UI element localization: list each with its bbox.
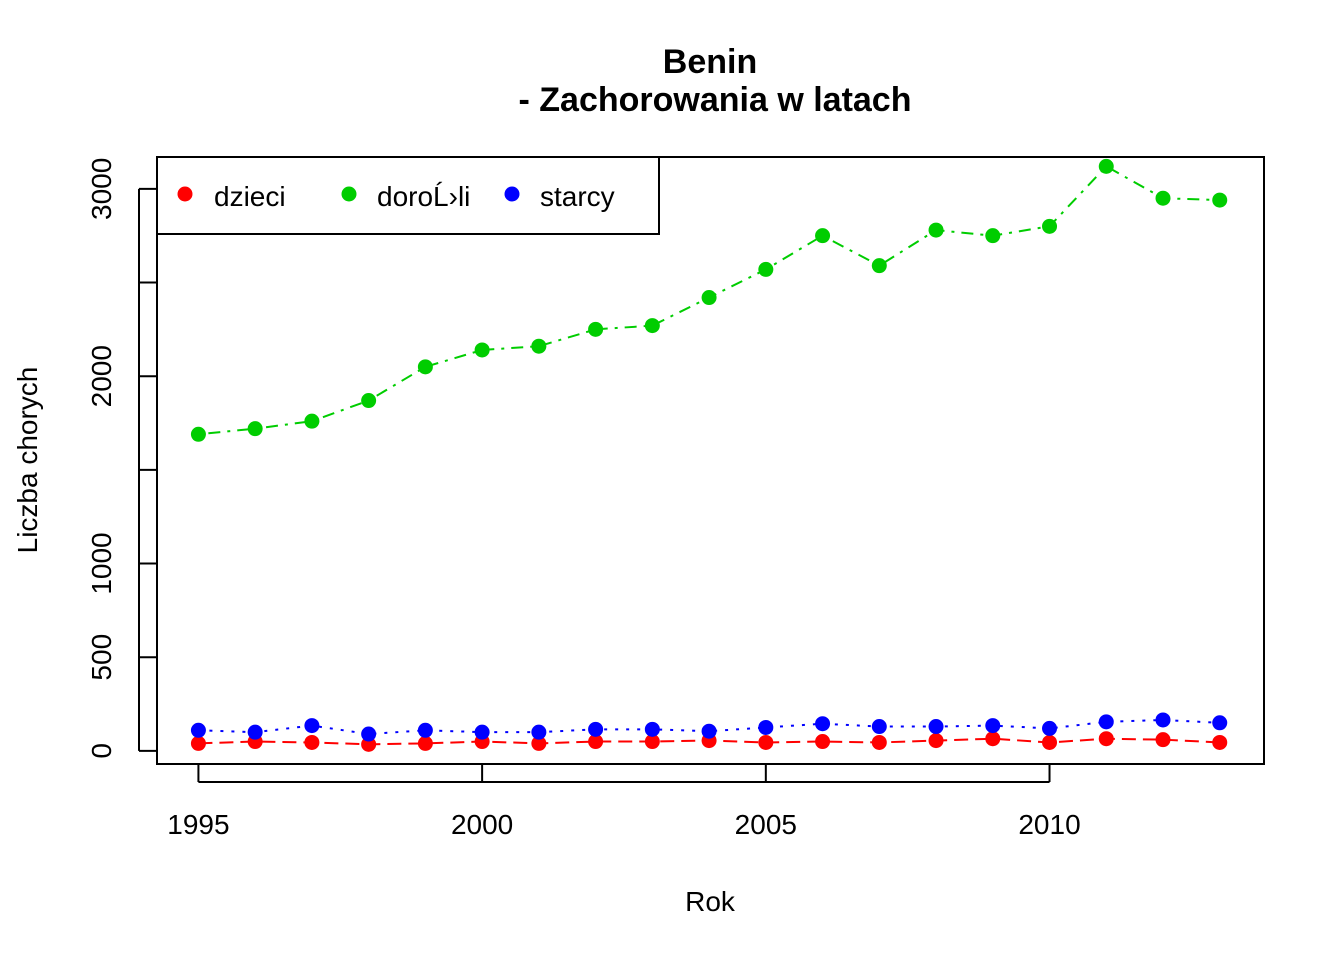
legend-box	[156, 156, 660, 235]
series-starcy	[190, 712, 1228, 742]
data-point	[928, 719, 944, 735]
data-point	[1155, 190, 1171, 206]
plot-frame	[156, 156, 1265, 765]
chart-title: Benin	[663, 43, 757, 81]
data-point	[1212, 734, 1228, 750]
data-point	[417, 359, 433, 375]
legend-marker	[177, 186, 193, 202]
y-axis: 0 500 1000 2000 3000	[86, 158, 157, 759]
data-point	[1212, 715, 1228, 731]
data-point	[758, 734, 774, 750]
legend: dzieci doroĹ›li starcy	[156, 156, 660, 235]
data-point	[1212, 192, 1228, 208]
data-point	[758, 261, 774, 277]
data-point	[1155, 732, 1171, 748]
data-point	[247, 724, 263, 740]
data-point	[304, 413, 320, 429]
data-point	[1042, 734, 1058, 750]
y-tick-label: 500	[86, 634, 117, 681]
data-point	[190, 735, 206, 751]
x-tick-label: 2010	[1018, 809, 1080, 840]
data-point	[474, 342, 490, 358]
data-point	[1042, 720, 1058, 736]
data-point	[1098, 158, 1114, 174]
data-point	[1098, 731, 1114, 747]
data-point	[701, 723, 717, 739]
data-point	[588, 734, 604, 750]
data-point	[701, 290, 717, 306]
data-point	[815, 716, 831, 732]
y-tick-label: 1000	[86, 532, 117, 594]
data-point	[815, 734, 831, 750]
data-point	[588, 721, 604, 737]
y-tick-label: 2000	[86, 345, 117, 407]
data-point	[588, 321, 604, 337]
data-point	[985, 228, 1001, 244]
data-point	[928, 733, 944, 749]
y-axis-label: Liczba chorych	[12, 367, 43, 554]
data-point	[361, 726, 377, 742]
data-point	[758, 719, 774, 735]
x-tick-label: 1995	[167, 809, 229, 840]
data-point	[1098, 714, 1114, 730]
legend-marker	[341, 186, 357, 202]
data-point	[247, 421, 263, 437]
data-point	[361, 736, 377, 752]
x-axis: 1995 2000 2005 2010	[167, 764, 1081, 840]
x-tick-label: 2005	[735, 809, 797, 840]
y-tick-label: 3000	[86, 158, 117, 220]
data-point	[644, 734, 660, 750]
chart-subtitle: - Zachorowania w latach	[519, 81, 912, 119]
data-point	[190, 426, 206, 442]
data-point	[644, 318, 660, 334]
y-tick-label: 0	[86, 743, 117, 759]
data-point	[985, 718, 1001, 734]
x-tick-label: 2000	[451, 809, 513, 840]
data-point	[1042, 218, 1058, 234]
x-axis-label: Rok	[685, 886, 736, 917]
series-layer	[190, 158, 1228, 752]
series-doroli	[190, 158, 1228, 442]
data-point	[304, 718, 320, 734]
data-point	[417, 722, 433, 738]
data-point	[531, 338, 547, 354]
legend-label: dzieci	[214, 181, 286, 212]
legend-label: starcy	[540, 181, 615, 212]
data-point	[871, 734, 887, 750]
data-point	[871, 719, 887, 735]
data-point	[928, 222, 944, 238]
legend-marker	[504, 186, 520, 202]
data-point	[1155, 712, 1171, 728]
data-point	[474, 724, 490, 740]
data-point	[531, 735, 547, 751]
data-point	[190, 722, 206, 738]
data-point	[531, 724, 547, 740]
data-point	[644, 721, 660, 737]
data-point	[871, 258, 887, 274]
data-point	[815, 228, 831, 244]
legend-label: doroĹ›li	[377, 181, 470, 212]
data-point	[985, 731, 1001, 747]
data-point	[361, 393, 377, 409]
data-point	[417, 735, 433, 751]
data-point	[304, 734, 320, 750]
